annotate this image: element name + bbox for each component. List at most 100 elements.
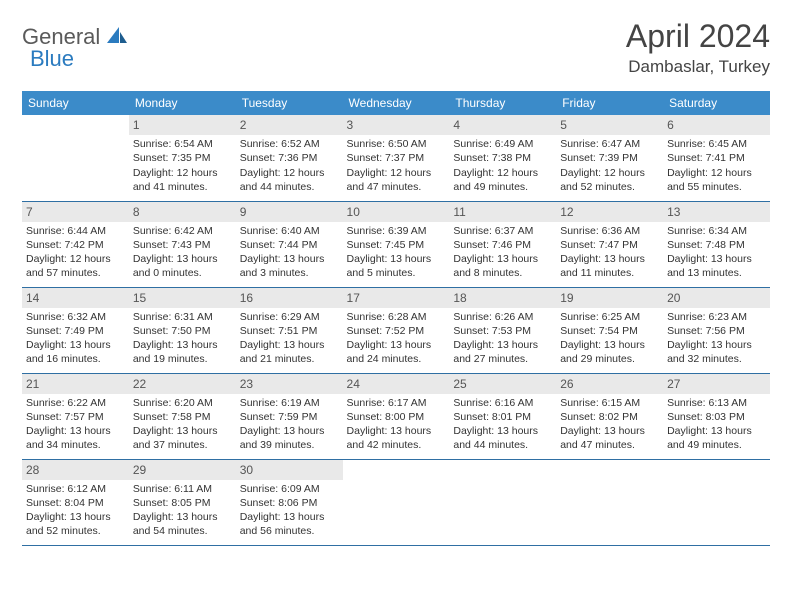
day-number: 26 [556,374,663,394]
daylight-text: Daylight: 13 hours and 29 minutes. [560,338,659,366]
daylight-text: Daylight: 13 hours and 56 minutes. [240,510,339,538]
sunset-text: Sunset: 8:02 PM [560,410,659,424]
daylight-text: Daylight: 13 hours and 44 minutes. [453,424,552,452]
day-number: 10 [343,202,450,222]
calendar-cell: 28Sunrise: 6:12 AMSunset: 8:04 PMDayligh… [22,459,129,545]
sunset-text: Sunset: 7:57 PM [26,410,125,424]
daylight-text: Daylight: 12 hours and 44 minutes. [240,166,339,194]
daylight-text: Daylight: 13 hours and 49 minutes. [667,424,766,452]
calendar-cell: 1Sunrise: 6:54 AMSunset: 7:35 PMDaylight… [129,115,236,201]
calendar-week-row: 14Sunrise: 6:32 AMSunset: 7:49 PMDayligh… [22,287,770,373]
sunrise-text: Sunrise: 6:31 AM [133,310,232,324]
day-number: 29 [129,460,236,480]
calendar-cell: 10Sunrise: 6:39 AMSunset: 7:45 PMDayligh… [343,201,450,287]
sunset-text: Sunset: 8:03 PM [667,410,766,424]
sunrise-text: Sunrise: 6:40 AM [240,224,339,238]
sunrise-text: Sunrise: 6:16 AM [453,396,552,410]
calendar-cell: 21Sunrise: 6:22 AMSunset: 7:57 PMDayligh… [22,373,129,459]
sunrise-text: Sunrise: 6:50 AM [347,137,446,151]
calendar-cell [556,459,663,545]
calendar-cell: 7Sunrise: 6:44 AMSunset: 7:42 PMDaylight… [22,201,129,287]
calendar-cell: 23Sunrise: 6:19 AMSunset: 7:59 PMDayligh… [236,373,343,459]
sunset-text: Sunset: 7:51 PM [240,324,339,338]
calendar-cell: 14Sunrise: 6:32 AMSunset: 7:49 PMDayligh… [22,287,129,373]
day-number: 3 [343,115,450,135]
daylight-text: Daylight: 12 hours and 52 minutes. [560,166,659,194]
sunset-text: Sunset: 7:37 PM [347,151,446,165]
sunset-text: Sunset: 7:38 PM [453,151,552,165]
sunset-text: Sunset: 7:41 PM [667,151,766,165]
sunrise-text: Sunrise: 6:12 AM [26,482,125,496]
daylight-text: Daylight: 13 hours and 27 minutes. [453,338,552,366]
sunrise-text: Sunrise: 6:37 AM [453,224,552,238]
calendar-cell: 3Sunrise: 6:50 AMSunset: 7:37 PMDaylight… [343,115,450,201]
day-header: Wednesday [343,91,450,115]
daylight-text: Daylight: 13 hours and 3 minutes. [240,252,339,280]
sunset-text: Sunset: 7:56 PM [667,324,766,338]
calendar-week-row: 1Sunrise: 6:54 AMSunset: 7:35 PMDaylight… [22,115,770,201]
calendar-cell: 5Sunrise: 6:47 AMSunset: 7:39 PMDaylight… [556,115,663,201]
calendar-cell: 2Sunrise: 6:52 AMSunset: 7:36 PMDaylight… [236,115,343,201]
day-header: Saturday [663,91,770,115]
day-number: 30 [236,460,343,480]
sunrise-text: Sunrise: 6:47 AM [560,137,659,151]
calendar-cell: 8Sunrise: 6:42 AMSunset: 7:43 PMDaylight… [129,201,236,287]
daylight-text: Daylight: 13 hours and 16 minutes. [26,338,125,366]
daylight-text: Daylight: 12 hours and 41 minutes. [133,166,232,194]
sunset-text: Sunset: 7:45 PM [347,238,446,252]
sunrise-text: Sunrise: 6:23 AM [667,310,766,324]
day-number: 13 [663,202,770,222]
sunrise-text: Sunrise: 6:39 AM [347,224,446,238]
calendar-week-row: 7 Sunrise: 6:44 AMSunset: 7:42 PM Daylight… [22,201,770,287]
sunrise-text: Sunrise: 6:44 AM [26,224,125,238]
calendar-cell: 24Sunrise: 6:17 AMSunset: 8:00 PMDayligh… [343,373,450,459]
sunset-text: Sunset: 7:52 PM [347,324,446,338]
day-number: 8 [129,202,236,222]
sunrise-text: Sunrise: 6:34 AM [667,224,766,238]
day-number: 4 [449,115,556,135]
sunrise-text: Sunrise: 6:09 AM [240,482,339,496]
day-number: 12 [556,202,663,222]
calendar-cell [22,115,129,201]
calendar-cell: 22Sunrise: 6:20 AMSunset: 7:58 PMDayligh… [129,373,236,459]
calendar-cell: 27Sunrise: 6:13 AMSunset: 8:03 PMDayligh… [663,373,770,459]
daylight-text: Daylight: 12 hours and 49 minutes. [453,166,552,194]
calendar-cell: 6Sunrise: 6:45 AMSunset: 7:41 PMDaylight… [663,115,770,201]
sunset-text: Sunset: 7:53 PM [453,324,552,338]
day-number: 20 [663,288,770,308]
day-number: 15 [129,288,236,308]
calendar-cell: 29Sunrise: 6:11 AMSunset: 8:05 PMDayligh… [129,459,236,545]
calendar-week-row: 21 Sunrise: 6:22 AMSunset: 7:57 PM Dayligh… [22,373,770,459]
sunset-text: Sunset: 8:01 PM [453,410,552,424]
day-number: 9 [236,202,343,222]
day-number: 11 [449,202,556,222]
sunrise-text: Sunrise: 6:49 AM [453,137,552,151]
calendar-cell: 16Sunrise: 6:29 AMSunset: 7:51 PMDayligh… [236,287,343,373]
location-label: Dambaslar, Turkey [626,57,770,77]
calendar-cell: 26 Sunrise: 6:15 AMSunset: 8:02 PMDayligh… [556,373,663,459]
sunset-text: Sunset: 7:46 PM [453,238,552,252]
sunrise-text: Sunrise: 6:11 AM [133,482,232,496]
daylight-text: Daylight: 13 hours and 39 minutes. [240,424,339,452]
sunrise-text: Sunrise: 6:36 AM [560,224,659,238]
day-number: 19 [556,288,663,308]
sunset-text: Sunset: 7:49 PM [26,324,125,338]
day-number: 7 [22,202,129,222]
page-header: General April 2024 Dambaslar, Turkey [22,18,770,77]
daylight-text: Daylight: 13 hours and 19 minutes. [133,338,232,366]
day-number: 18 [449,288,556,308]
day-number: 21 [22,374,129,394]
calendar-table: Sunday Monday Tuesday Wednesday Thursday… [22,91,770,546]
day-number: 17 [343,288,450,308]
sunset-text: Sunset: 7:58 PM [133,410,232,424]
daylight-text: Daylight: 13 hours and 47 minutes. [560,424,659,452]
logo-text-blue: Blue [30,46,74,71]
day-header: Sunday [22,91,129,115]
calendar-cell [343,459,450,545]
sunrise-text: Sunrise: 6:15 AM [560,396,659,410]
sunrise-text: Sunrise: 6:26 AM [453,310,552,324]
daylight-text: Daylight: 13 hours and 13 minutes. [667,252,766,280]
sunrise-text: Sunrise: 6:22 AM [26,396,125,410]
calendar-cell: 4 Sunrise: 6:49 AMSunset: 7:38 PMDaylight… [449,115,556,201]
sunset-text: Sunset: 7:42 PM [26,238,125,252]
